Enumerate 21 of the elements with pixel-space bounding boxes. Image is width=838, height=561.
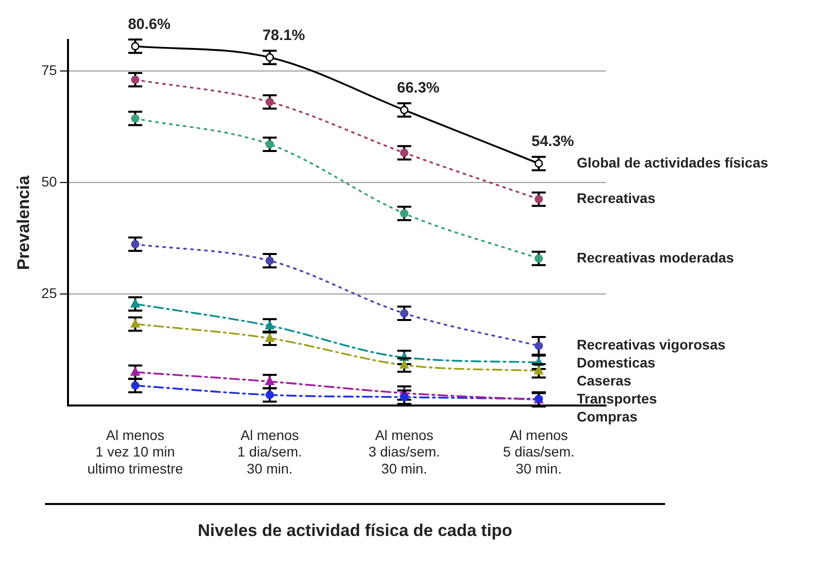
data-label: 66.3% [396,80,440,97]
data-label: 54.3% [531,133,574,150]
y-axis-title: Prevalencia [14,175,33,270]
x-tick-label: Al menos 1 vez 10 min ultimo trimestre [87,426,184,476]
y-tick-label: 25 [41,284,58,301]
data-label: 80.6% [128,16,170,33]
text: Recreativas [576,190,656,206]
text: Domesticas [576,354,656,371]
x-axis-title: Niveles de actividad física de cada tipo [45,503,665,541]
x-tick-label: Al menos 3 dias/sem. 30 min. [368,426,440,476]
y-tick-label: 75 [41,62,58,78]
text: Global de actividades físicas [576,154,768,170]
text: Recreativas moderadas [576,249,734,266]
text: Caseras [576,372,632,389]
y-tick-label: 50 [41,174,58,190]
data-label: 78.1% [262,27,306,44]
text: Transportes [576,390,658,407]
text: Compras [576,408,638,425]
text: Recreativas vigorosas [576,336,726,353]
x-tick-label: Al menos 5 dias/sem. 30 min. [502,426,575,476]
x-tick-label: Al menos 1 dia/sem. 30 min. [237,426,302,476]
